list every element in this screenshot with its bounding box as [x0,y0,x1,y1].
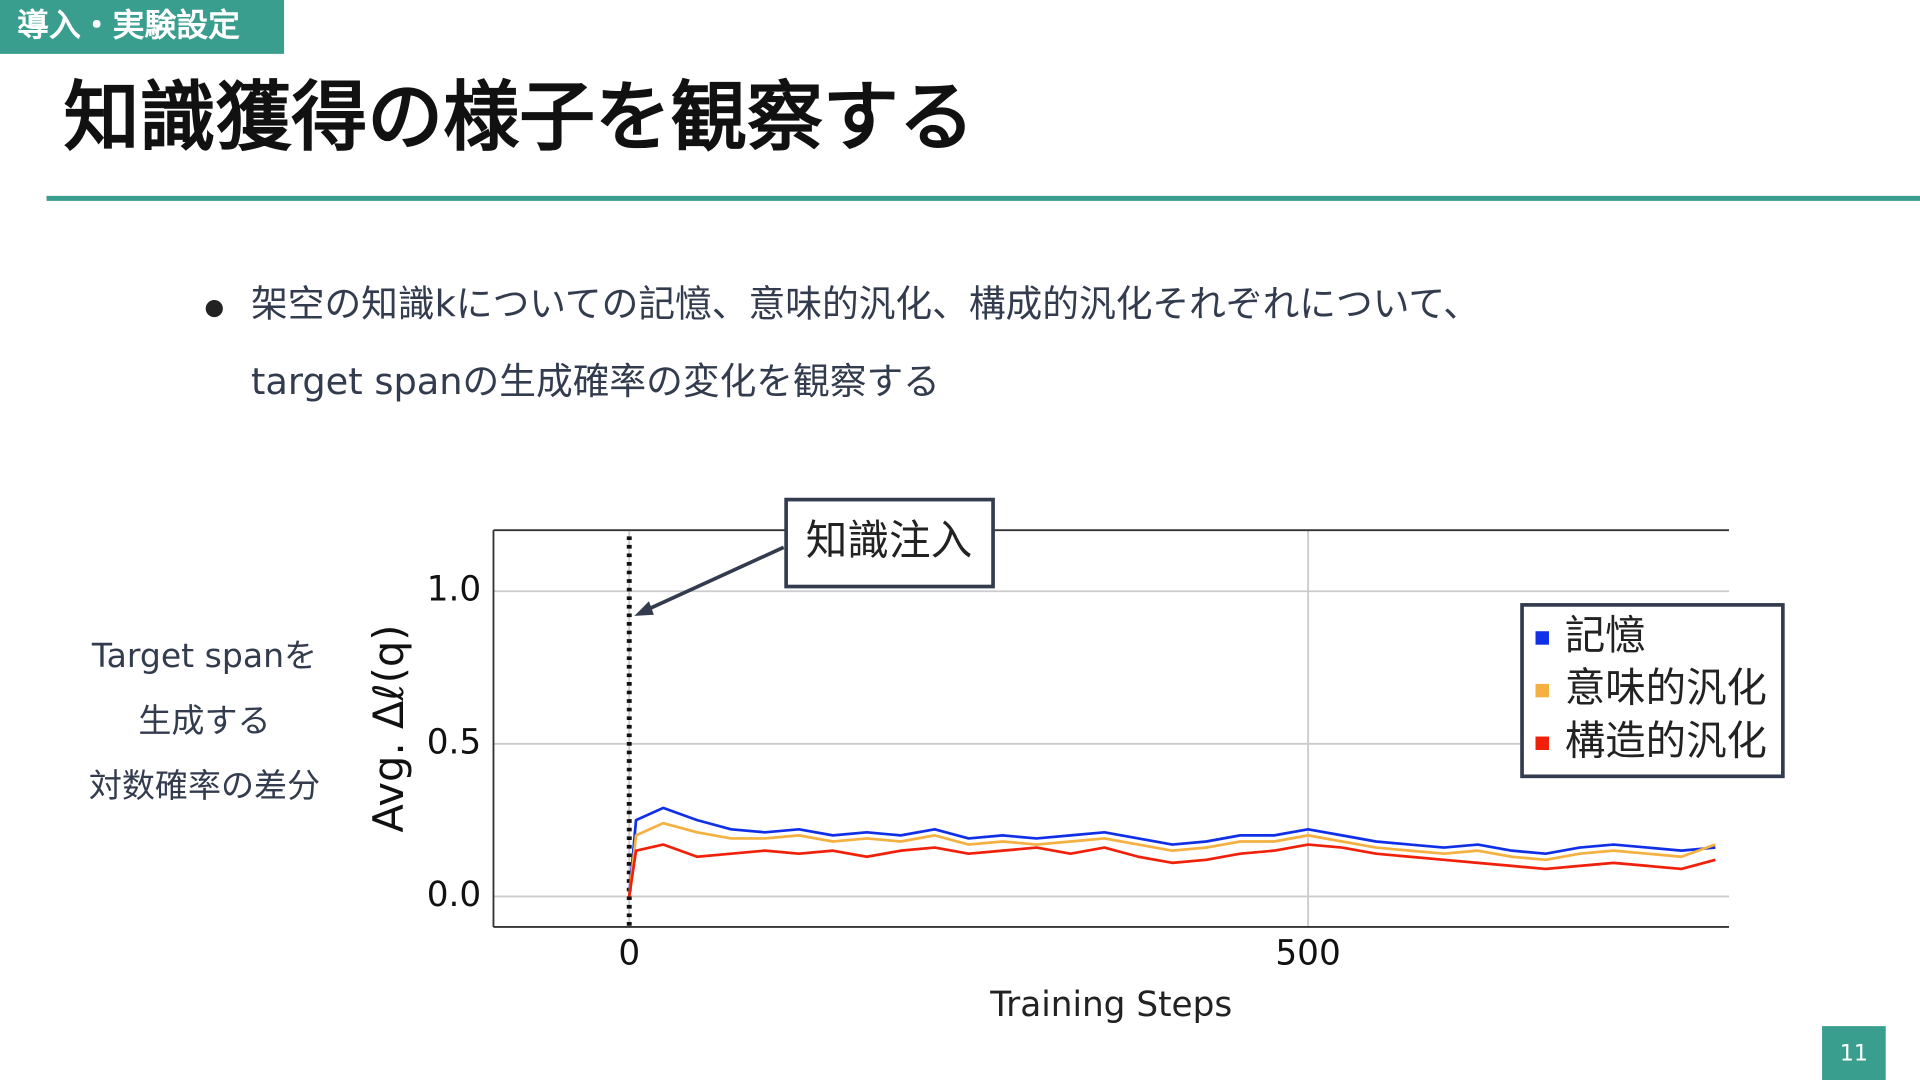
title: 知識獲得の様子を観察する [64,73,975,161]
tag: 導入・実験設定 [17,6,240,44]
legend-label: 構造的汎化 [1565,716,1767,764]
page-number-bg [1822,1026,1886,1080]
legend-swatch [1535,631,1549,645]
legend-label: 記憶 [1565,611,1646,659]
annotation-arrow [643,545,785,613]
series-line [627,843,1716,897]
page-number: 11 [1840,1041,1868,1066]
series-line [627,806,1716,897]
bullet-line: 架空の知識kについての記憶、意味的汎化、構成的汎化それぞれについて、 [251,283,1480,326]
legend-label: 意味的汎化 [1565,664,1767,712]
y-tick-label: 1.0 [427,570,482,610]
annotation: 知識注入 [806,516,973,565]
x-axis-label: Training Steps [989,985,1232,1025]
side-label: 生成する [138,701,270,740]
x-tick-label: 500 [1275,934,1340,974]
side-label: Target spanを [91,636,317,675]
y-tick-label: 0.5 [427,722,482,762]
legend-box [1520,603,1785,779]
series-line [627,821,1716,897]
bullet-dot [205,300,223,318]
tag-bg [0,0,285,54]
bullet-line: target spanの生成確率の変化を観察する [251,360,940,403]
annotation-box [784,497,995,589]
side-label: 対数確率の差分 [89,766,320,805]
x-tick-label: 0 [618,934,640,974]
annotation-arrowhead [634,601,654,616]
y-tick-label: 0.0 [427,875,482,915]
legend-swatch [1535,683,1549,698]
legend-swatch [1535,736,1549,750]
y-axis-label: Avg. Δℓ(q) [364,625,413,833]
